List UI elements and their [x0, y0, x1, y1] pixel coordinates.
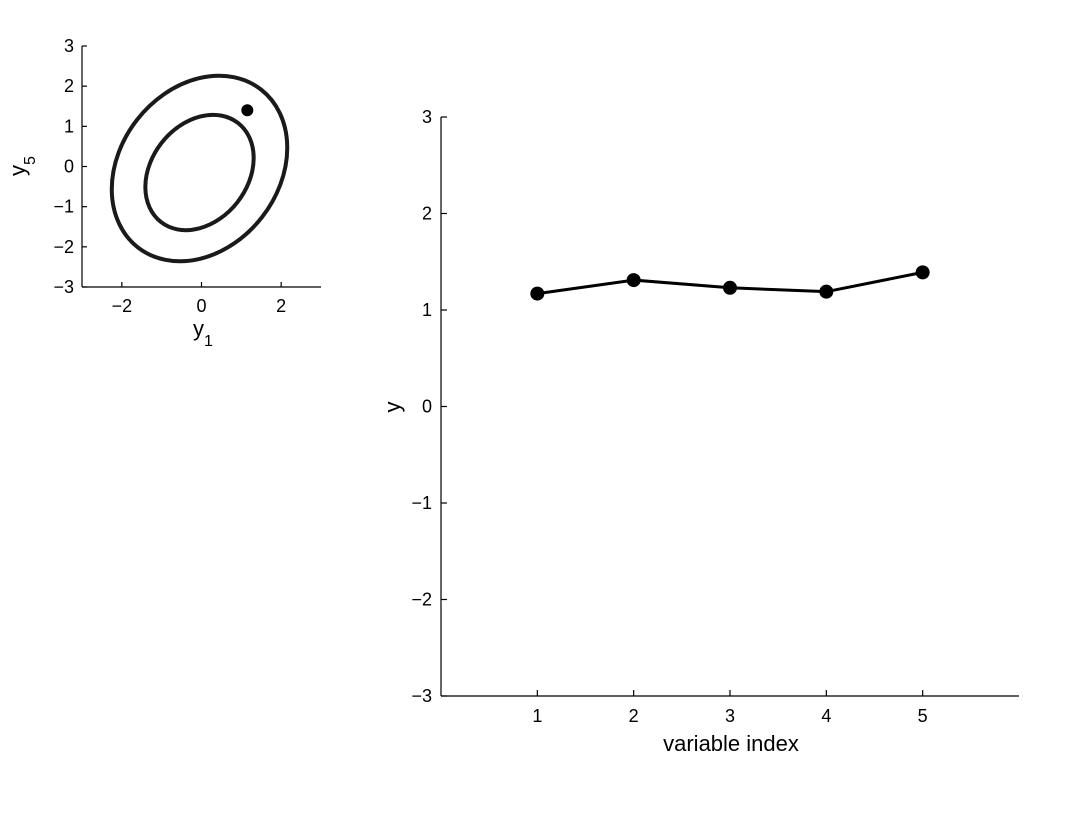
left-y-tick-label: 0 [64, 157, 74, 177]
right-x-tick-label: 2 [629, 706, 639, 726]
right-y-tick-label: 3 [422, 107, 432, 127]
right-y-tick-label: 2 [422, 204, 432, 224]
right-series [530, 265, 930, 301]
right-x-axis-label: variable index [663, 731, 799, 756]
right-x-tick-label: 5 [918, 706, 928, 726]
left-x-axis-label: y1 [193, 316, 213, 350]
right-panel-line-plot: 1 2 3 4 5 −3 −2 −1 0 1 2 3 variable index y [380, 107, 1019, 756]
left-y-tick-label: −3 [53, 277, 74, 297]
right-y-ticks: −3 −2 −1 0 1 2 3 [411, 107, 447, 706]
right-y-tick-label: 1 [422, 300, 432, 320]
left-points [241, 104, 254, 117]
left-x-tick-label: 0 [196, 296, 206, 316]
right-axes [440, 117, 1019, 697]
left-y-ticks: −3 −2 −1 0 1 2 3 [53, 36, 87, 297]
right-y-tick-label: 0 [422, 397, 432, 417]
right-x-tick-label: 1 [532, 706, 542, 726]
series-point [530, 286, 545, 301]
left-y-tick-label: −1 [53, 197, 74, 217]
series-point [819, 284, 834, 299]
left-y-tick-label: 3 [64, 36, 74, 56]
sample-point [241, 104, 254, 117]
right-x-tick-label: 4 [821, 706, 831, 726]
series-point [626, 273, 641, 288]
left-x-axis-label-subscript: 1 [204, 333, 213, 350]
left-y-axis-label: y5 [5, 156, 39, 176]
left-y-tick-label: 2 [64, 76, 74, 96]
right-y-tick-label: −3 [411, 686, 432, 706]
left-contours [109, 73, 290, 264]
left-x-tick-label: −2 [112, 296, 133, 316]
right-x-tick-label: 3 [725, 706, 735, 726]
right-y-axis-label: y [380, 402, 405, 413]
series-point [915, 265, 930, 280]
left-x-ticks: −2 0 2 [112, 282, 286, 316]
contour-inner [143, 112, 256, 233]
left-y-tick-label: −2 [53, 237, 74, 257]
left-y-axis-label-subscript: 5 [22, 156, 39, 165]
left-y-tick-label: 1 [64, 116, 74, 136]
right-y-tick-label: −2 [411, 590, 432, 610]
left-panel-contour-plot: −2 0 2 −3 −2 −1 0 1 2 3 y1 y5 [5, 36, 321, 350]
right-x-ticks: 1 2 3 4 5 [532, 690, 928, 726]
left-x-tick-label: 2 [276, 296, 286, 316]
contour-outer [109, 73, 290, 264]
right-y-tick-label: −1 [411, 493, 432, 513]
series-point [723, 280, 737, 295]
